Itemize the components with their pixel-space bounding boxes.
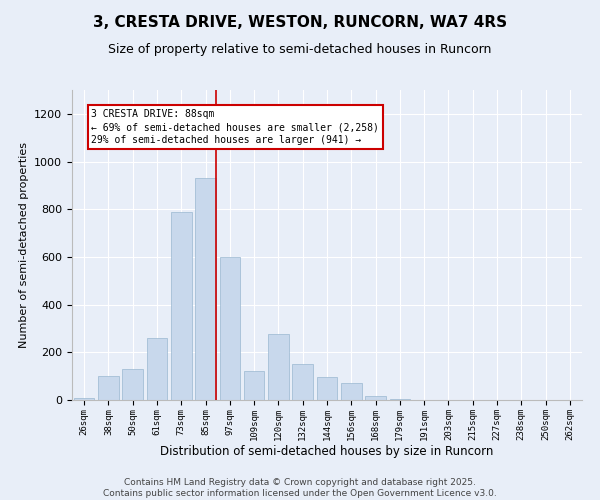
Bar [195,178,216,400]
Bar [171,212,191,400]
Text: Contains HM Land Registry data © Crown copyright and database right 2025.
Contai: Contains HM Land Registry data © Crown c… [103,478,497,498]
Bar [317,376,337,400]
Text: 3 CRESTA DRIVE: 88sqm
← 69% of semi-detached houses are smaller (2,258)
29% of s: 3 CRESTA DRIVE: 88sqm ← 69% of semi-deta… [91,109,379,146]
Text: Size of property relative to semi-detached houses in Runcorn: Size of property relative to semi-detach… [109,42,491,56]
Text: 3, CRESTA DRIVE, WESTON, RUNCORN, WA7 4RS: 3, CRESTA DRIVE, WESTON, RUNCORN, WA7 4R… [93,15,507,30]
Y-axis label: Number of semi-detached properties: Number of semi-detached properties [19,142,29,348]
Bar [292,364,313,400]
Bar [341,383,362,400]
Bar [389,399,410,400]
Bar [365,396,386,400]
Bar [220,257,240,400]
Bar [122,370,143,400]
Bar [74,398,94,400]
Bar [146,338,167,400]
Bar [98,376,119,400]
Bar [244,372,265,400]
X-axis label: Distribution of semi-detached houses by size in Runcorn: Distribution of semi-detached houses by … [160,446,494,458]
Bar [268,334,289,400]
